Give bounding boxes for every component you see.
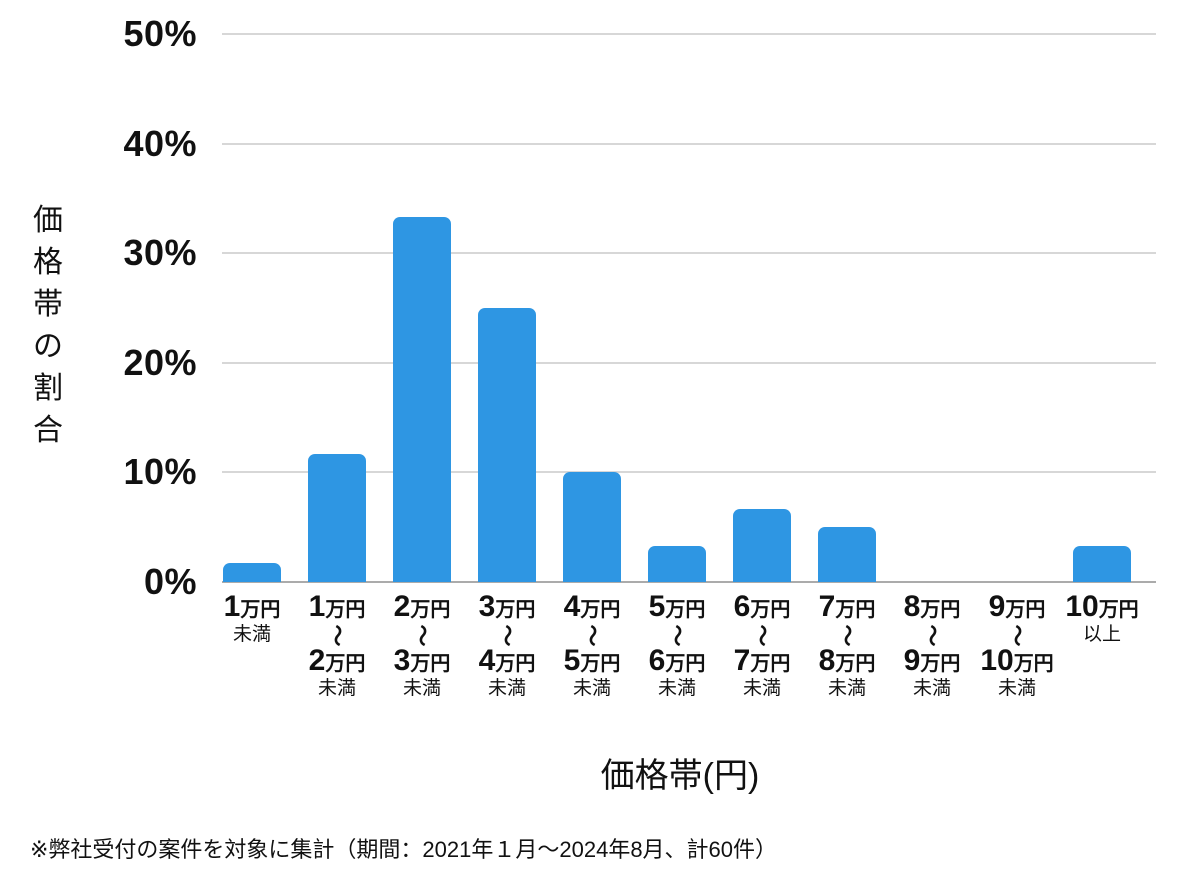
footnote: ※弊社受付の案件を対象に集計（期間：2021年１月〜2024年8月、計60件） <box>30 837 778 862</box>
x-category-label: 9万円〜 10万円 未満 <box>974 590 1060 700</box>
x-category-to: 7万円 <box>733 644 791 677</box>
x-category-label: 8万円〜 9万円 未満 <box>889 590 975 700</box>
y-tick-label: 30% <box>123 232 197 274</box>
x-axis-baseline <box>222 581 1156 583</box>
range-tilde: 〜 <box>664 624 690 647</box>
range-tilde: 〜 <box>919 624 945 647</box>
x-category-label: 4万円〜 5万円 未満 <box>549 590 635 700</box>
bar <box>1073 545 1131 582</box>
x-category-suffix: 未満 <box>232 624 271 645</box>
bar <box>308 453 366 582</box>
x-category-suffix: 未満 <box>997 678 1036 699</box>
x-category-from: 1万円 <box>223 590 281 623</box>
y-tick-label: 10% <box>123 451 197 493</box>
gridline <box>222 33 1156 35</box>
x-category-label: 3万円〜 4万円 未満 <box>464 590 550 700</box>
range-tilde: 〜 <box>494 624 520 647</box>
range-tilde: 〜 <box>834 624 860 647</box>
x-category-suffix: 未満 <box>742 678 781 699</box>
y-axis-title: 価格帯の割合 <box>33 204 63 447</box>
x-category-from: 10万円 <box>1065 590 1139 623</box>
x-category-label: 1万円 未満 <box>209 590 295 646</box>
y-tick-label: 20% <box>123 341 197 383</box>
x-category-to: 8万円 <box>818 644 876 677</box>
x-category-suffix: 未満 <box>487 678 526 699</box>
range-tilde: 〜 <box>324 624 350 647</box>
x-category-suffix: 未満 <box>317 678 356 699</box>
bar <box>818 527 876 582</box>
x-category-label: 6万円〜 7万円 未満 <box>719 590 805 700</box>
x-category-label: 1万円〜 2万円 未満 <box>294 590 380 700</box>
x-category-to: 10万円 <box>980 644 1054 677</box>
x-category-from: 4万円 <box>563 590 621 623</box>
x-category-label: 10万円 以上 <box>1059 590 1145 646</box>
x-category-from: 8万円 <box>903 590 961 623</box>
range-tilde: 〜 <box>409 624 435 647</box>
x-category-suffix: 未満 <box>402 678 441 699</box>
y-tick-label: 50% <box>123 13 197 54</box>
x-category-to: 3万円 <box>393 644 451 677</box>
x-category-from: 5万円 <box>648 590 706 623</box>
x-category-to: 5万円 <box>563 644 621 677</box>
x-category-from: 1万円 <box>308 590 366 623</box>
x-category-label: 5万円〜 6万円 未満 <box>634 590 720 700</box>
bar <box>648 545 706 582</box>
x-category-from: 2万円 <box>393 590 451 623</box>
x-category-label: 7万円〜 8万円 未満 <box>804 590 890 700</box>
x-category-suffix: 未満 <box>912 678 951 699</box>
gridline <box>222 142 1156 145</box>
x-category-suffix: 未満 <box>827 678 866 699</box>
x-category-to: 4万円 <box>478 644 536 677</box>
bar <box>393 217 451 582</box>
x-axis-title: 価格帯(円) <box>600 757 760 795</box>
y-tick-label: 0% <box>143 561 197 602</box>
x-category-from: 9万円 <box>988 590 1046 623</box>
range-tilde: 〜 <box>749 624 775 647</box>
x-category-from: 6万円 <box>733 590 791 623</box>
gridline <box>222 361 1156 364</box>
y-tick-label: 40% <box>123 122 197 164</box>
bar <box>563 472 621 582</box>
gridline <box>222 252 1156 255</box>
bar <box>733 508 791 582</box>
x-category-to: 9万円 <box>903 644 961 677</box>
x-category-from: 3万円 <box>478 590 536 623</box>
x-category-suffix: 未満 <box>572 678 611 699</box>
x-category-to: 2万円 <box>308 644 366 677</box>
range-tilde: 〜 <box>579 624 605 647</box>
x-category-suffix: 未満 <box>657 678 696 699</box>
x-category-label: 2万円〜 3万円 未満 <box>379 590 465 700</box>
gridline <box>222 471 1156 474</box>
bar <box>478 308 536 582</box>
x-category-suffix: 以上 <box>1082 624 1121 645</box>
x-category-from: 7万円 <box>818 590 876 623</box>
x-category-to: 6万円 <box>648 644 706 677</box>
bar <box>223 563 281 582</box>
plot-area <box>222 33 1156 583</box>
